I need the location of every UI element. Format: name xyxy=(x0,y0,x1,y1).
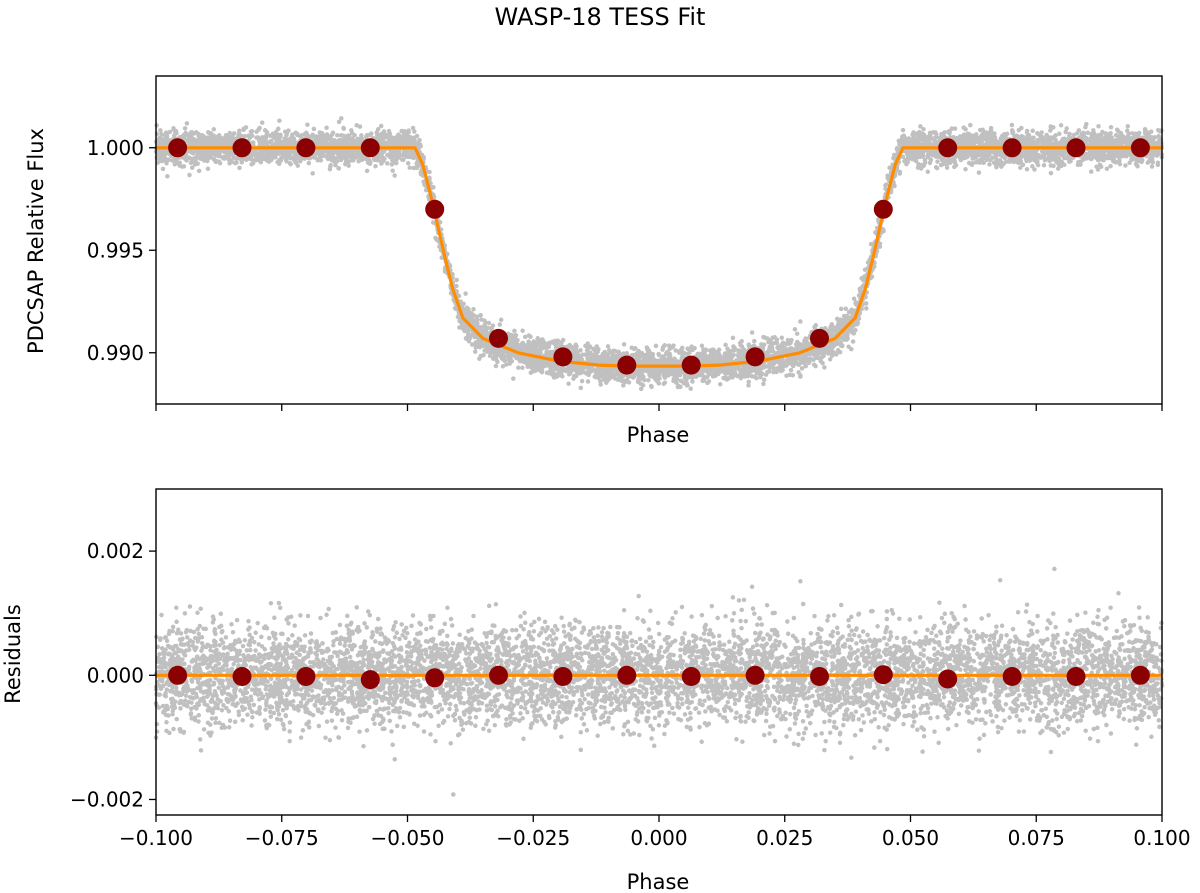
y-tick-label: 0.995 xyxy=(87,238,144,262)
binned-point xyxy=(617,665,637,685)
x-tick-label: 0.025 xyxy=(756,826,813,850)
residuals-panel: −0.100 −0.075 −0.050 −0.025 0.000 0.025 0.050 0… xyxy=(1,488,1191,893)
binned-point xyxy=(1002,138,1022,158)
binned-point xyxy=(553,347,573,367)
x-tick-label: −0.050 xyxy=(370,826,444,850)
binned-point xyxy=(1002,667,1022,686)
binned-point xyxy=(489,665,508,685)
binned-point xyxy=(745,347,765,367)
binned-point xyxy=(1130,665,1150,685)
x-tick-label: −0.100 xyxy=(119,826,193,850)
binned-point xyxy=(810,328,829,348)
x-tick-label: 0.075 xyxy=(1008,826,1065,850)
binned-point xyxy=(232,667,252,686)
residuals-binned-layer xyxy=(168,665,1150,690)
y-tick-label: 0.002 xyxy=(87,539,144,563)
scatter-points xyxy=(153,116,1165,392)
residuals-y-ticks: −0.002 0.000 0.002 xyxy=(70,539,156,811)
binned-point xyxy=(296,138,316,158)
y-tick-label: 0.990 xyxy=(87,341,144,365)
flux-binned-layer xyxy=(168,138,1150,375)
flux-scatter xyxy=(153,116,1165,392)
model-line xyxy=(156,146,1162,368)
residuals-x-label: Phase xyxy=(627,870,690,893)
y-tick-label: 0.000 xyxy=(87,663,144,687)
x-tick-label: −0.025 xyxy=(496,826,570,850)
flux-y-label: PDCSAP Relative Flux xyxy=(24,128,48,354)
binned-point xyxy=(873,199,893,219)
x-tick-label: 0.000 xyxy=(630,826,687,850)
binned-point xyxy=(938,138,958,158)
binned-point xyxy=(425,668,445,688)
x-tick-label: 0.050 xyxy=(882,826,939,850)
binned-point xyxy=(1066,138,1086,158)
y-tick-label: 1.000 xyxy=(87,136,144,160)
x-tick-label: −0.075 xyxy=(245,826,319,850)
binned-point xyxy=(938,669,958,689)
chart-title: WASP-18 TESS Fit xyxy=(495,3,706,31)
binned-point xyxy=(681,667,701,686)
binned-point xyxy=(681,355,701,375)
binned-point xyxy=(360,670,380,690)
y-tick-label: −0.002 xyxy=(70,787,144,811)
flux-x-label: Phase xyxy=(627,423,690,447)
binned-point xyxy=(232,138,252,158)
x-tick-label: 0.100 xyxy=(1133,826,1190,850)
binned-point xyxy=(425,199,445,219)
binned-point xyxy=(489,328,508,348)
binned-point xyxy=(553,667,573,686)
flux-x-ticks xyxy=(155,404,1163,411)
binned-point xyxy=(1066,667,1086,686)
binned-point xyxy=(873,665,893,685)
residuals-y-label: Residuals xyxy=(1,604,25,704)
binned-point xyxy=(1130,138,1150,158)
binned-point xyxy=(168,138,188,158)
binned-point xyxy=(745,665,765,685)
binned-point xyxy=(617,355,637,375)
flux-panel: 0.990 0.995 1.000 Phase PDCSAP Relative Fl… xyxy=(24,75,1165,447)
binned-point xyxy=(296,667,316,686)
binned-point xyxy=(168,665,188,685)
residuals-x-ticks: −0.100 −0.075 −0.050 −0.025 0.000 0.025 0.050 0… xyxy=(119,815,1191,850)
flux-y-ticks: 0.990 0.995 1.000 xyxy=(87,136,156,365)
binned-point xyxy=(810,667,829,686)
binned-point xyxy=(360,138,380,158)
flux-model-layer xyxy=(156,146,1162,368)
